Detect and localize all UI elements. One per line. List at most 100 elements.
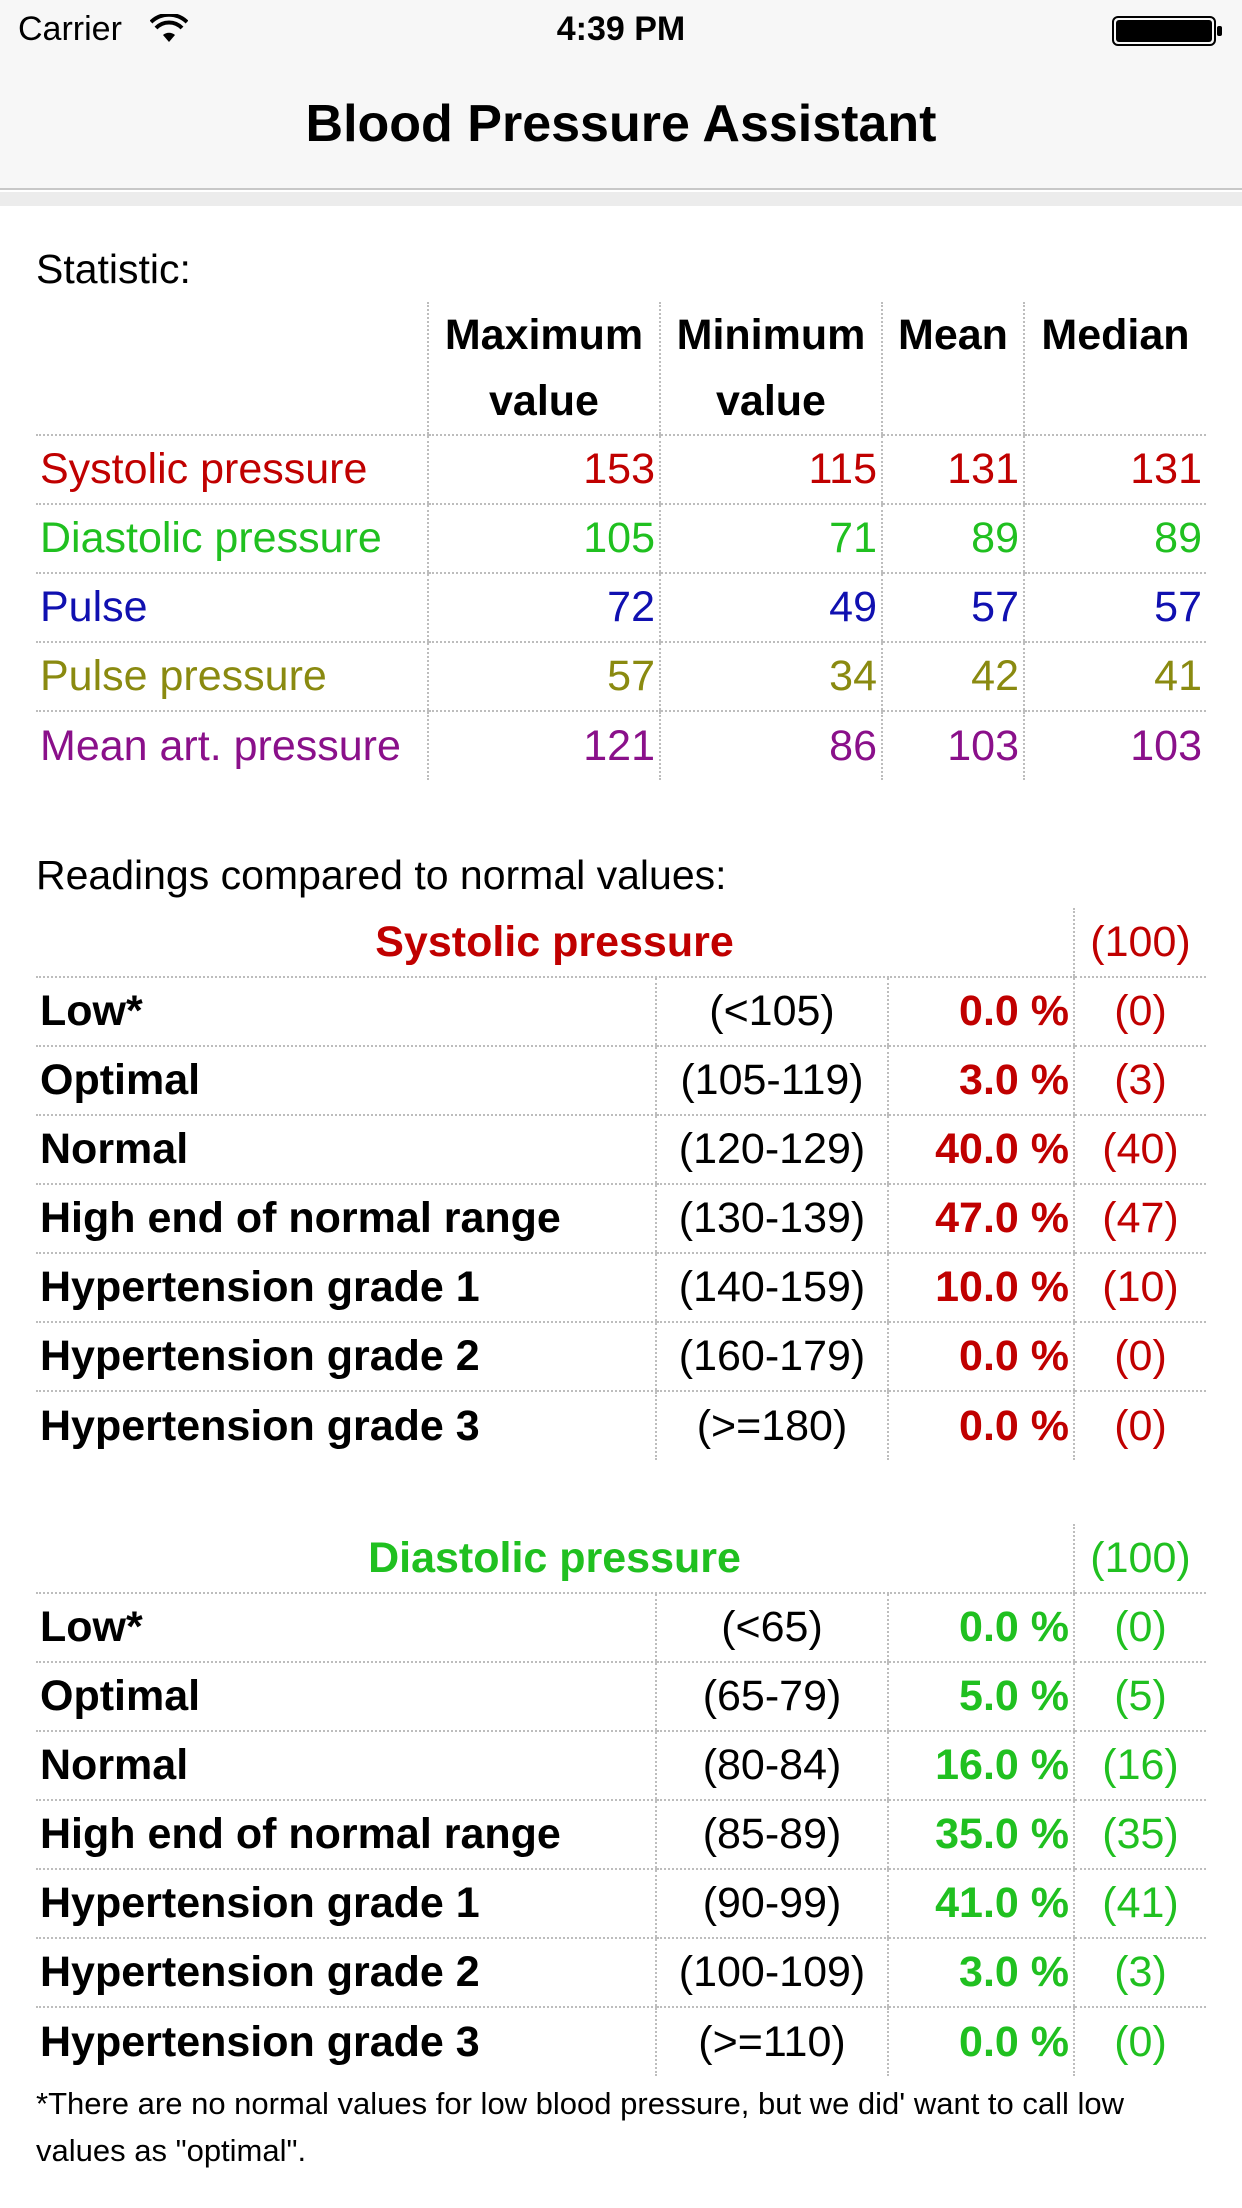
nav-separator — [0, 192, 1242, 206]
category-label: High end of normal range — [36, 1184, 656, 1254]
median-value: 57 — [1023, 573, 1206, 643]
percent: 0.0 % — [887, 1322, 1074, 1392]
range: (120-129) — [655, 1115, 888, 1185]
category-label: Low* — [36, 977, 656, 1047]
min-value: 71 — [659, 504, 882, 574]
range: (130-139) — [655, 1184, 888, 1254]
category-label: Normal — [36, 1731, 656, 1801]
table-row: High end of normal range (85-89) 35.0 % … — [36, 1800, 1206, 1870]
range: (85-89) — [655, 1800, 888, 1870]
count: (0) — [1073, 977, 1206, 1047]
category-label: Hypertension grade 2 — [36, 1938, 656, 2008]
diastolic-total: (100) — [1073, 1524, 1206, 1594]
table-row: Hypertension grade 2 (160-179) 0.0 % (0) — [36, 1322, 1206, 1392]
table-row: Hypertension grade 2 (100-109) 3.0 % (3) — [36, 1938, 1206, 2008]
table-row: Normal (80-84) 16.0 % (16) — [36, 1731, 1206, 1801]
max-value: 105 — [427, 504, 660, 574]
row-name: Systolic pressure — [36, 435, 428, 505]
status-bar: Carrier 4:39 PM — [0, 0, 1242, 60]
category-label: Low* — [36, 1593, 656, 1663]
table-row: High end of normal range (130-139) 47.0 … — [36, 1184, 1206, 1254]
count: (16) — [1073, 1731, 1206, 1801]
spacer — [36, 1460, 1206, 1524]
range: (140-159) — [655, 1253, 888, 1323]
percent: 0.0 % — [887, 977, 1074, 1047]
percent: 41.0 % — [887, 1869, 1074, 1939]
range: (160-179) — [655, 1322, 888, 1392]
count: (47) — [1073, 1184, 1206, 1254]
table-row: Hypertension grade 3 (>=180) 0.0 % (0) — [36, 1391, 1206, 1460]
category-label: Hypertension grade 3 — [40, 1401, 480, 1450]
diastolic-title: Diastolic pressure — [36, 1524, 1074, 1594]
count: (0) — [1073, 1322, 1206, 1392]
max-value: 72 — [427, 573, 660, 643]
category-label: Hypertension grade 1 — [36, 1253, 656, 1323]
percent: 10.0 % — [887, 1253, 1074, 1323]
comparison-label: Readings compared to normal values: — [36, 852, 727, 898]
count: (10) — [1073, 1253, 1206, 1323]
count: (40) — [1073, 1115, 1206, 1185]
diastolic-comparison-table: Diastolic pressure (100) Low* (<65) 0.0 … — [36, 1524, 1206, 2076]
header-min-line2: value — [716, 377, 826, 425]
header-median: Median — [1023, 302, 1206, 436]
range: (80-84) — [655, 1731, 888, 1801]
status-time: 4:39 PM — [556, 10, 686, 48]
percent: 0.0 % — [887, 1593, 1074, 1663]
percent: 0.0 % — [887, 1391, 1074, 1460]
header-max: Maximum value — [427, 302, 660, 436]
statistic-row-pulse-pressure: Pulse pressure 57 34 42 41 — [36, 642, 1206, 712]
min-value: 115 — [659, 435, 882, 505]
range: (100-109) — [655, 1938, 888, 2008]
systolic-header-row: Systolic pressure (100) — [36, 908, 1206, 978]
count: (0) — [1073, 1391, 1206, 1460]
table-row: Hypertension grade 3 (>=110) 0.0 % (0) — [36, 2007, 1206, 2076]
median-value: 41 — [1023, 642, 1206, 712]
percent: 3.0 % — [887, 1938, 1074, 2008]
statistic-label: Statistic: — [36, 246, 191, 292]
spacer — [36, 780, 1206, 842]
range: (>=110) — [655, 2007, 888, 2076]
systolic-comparison-table: Systolic pressure (100) Low* (<105) 0.0 … — [36, 908, 1206, 1460]
max-value: 121 — [427, 711, 660, 780]
percent: 16.0 % — [887, 1731, 1074, 1801]
row-name: Pulse — [36, 573, 428, 643]
percent: 40.0 % — [887, 1115, 1074, 1185]
percent: 5.0 % — [887, 1662, 1074, 1732]
range: (65-79) — [655, 1662, 888, 1732]
min-value: 49 — [659, 573, 882, 643]
header-max-line2: value — [489, 377, 599, 425]
systolic-total: (100) — [1073, 908, 1206, 978]
header-max-line1: Maximum — [444, 311, 644, 359]
header-min: Minimum value — [659, 302, 882, 436]
range: (105-119) — [655, 1046, 888, 1116]
category-label: High end of normal range — [36, 1800, 656, 1870]
table-row: Normal (120-129) 40.0 % (40) — [36, 1115, 1206, 1185]
count: (3) — [1073, 1046, 1206, 1116]
row-name: Diastolic pressure — [36, 504, 428, 574]
mean-value: 103 — [881, 711, 1024, 780]
wifi-icon — [150, 14, 188, 42]
min-value: 86 — [659, 711, 882, 780]
median-value: 103 — [1023, 711, 1206, 780]
percent: 47.0 % — [887, 1184, 1074, 1254]
table-row: Hypertension grade 1 (90-99) 41.0 % (41) — [36, 1869, 1206, 1939]
count: (0) — [1073, 2007, 1206, 2076]
row-name: Pulse pressure — [36, 642, 428, 712]
header-mean: Mean — [881, 302, 1024, 436]
count: (35) — [1073, 1800, 1206, 1870]
mean-value: 57 — [881, 573, 1024, 643]
max-value: 153 — [427, 435, 660, 505]
category-label: Hypertension grade 1 — [36, 1869, 656, 1939]
statistic-row-diastolic: Diastolic pressure 105 71 89 89 — [36, 504, 1206, 574]
mean-value: 42 — [881, 642, 1024, 712]
statistic-table: Maximum value Minimum value Mean Median Sy… — [36, 302, 1206, 780]
count: (3) — [1073, 1938, 1206, 2008]
mean-value: 131 — [881, 435, 1024, 505]
report-content: Statistic: Maximum value Minimum value Mea… — [36, 236, 1206, 2174]
median-value: 89 — [1023, 504, 1206, 574]
count: (41) — [1073, 1869, 1206, 1939]
row-name: Mean art. pressure — [40, 721, 401, 770]
statistic-row-pulse: Pulse 72 49 57 57 — [36, 573, 1206, 643]
max-value: 57 — [427, 642, 660, 712]
count: (0) — [1073, 1593, 1206, 1663]
